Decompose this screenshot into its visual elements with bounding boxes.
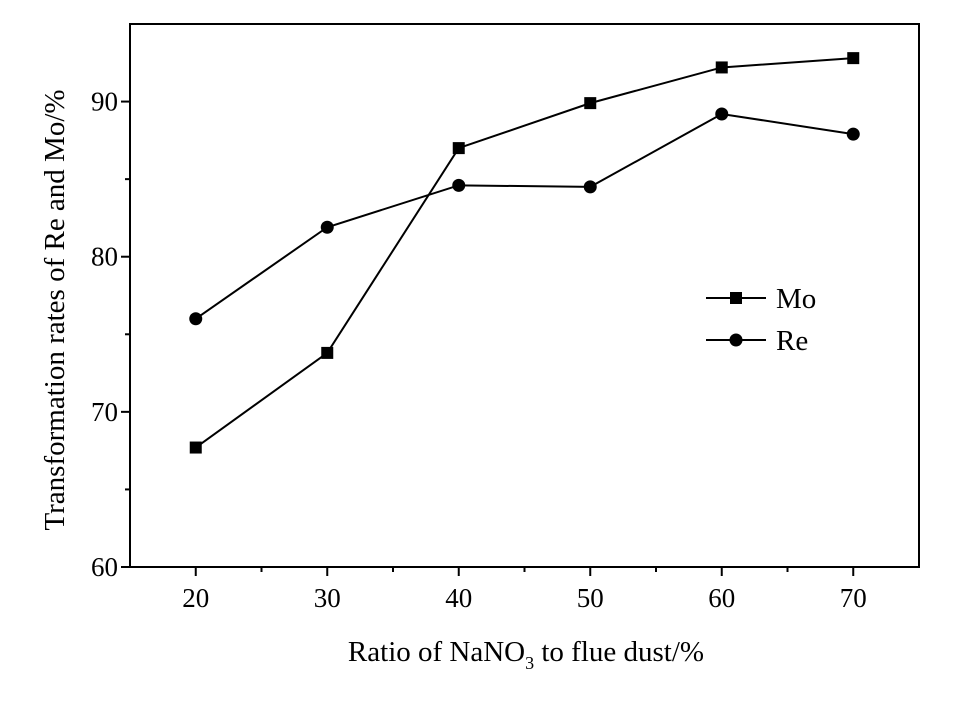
- x-axis-title: Ratio of NaNO3 to flue dust/%: [348, 636, 704, 673]
- data-point-re: [320, 220, 334, 234]
- data-point-re: [583, 180, 597, 194]
- series-layer: [189, 52, 860, 454]
- legend: Mo Re: [706, 283, 816, 357]
- axis-ticks: [121, 100, 855, 576]
- legend-label-mo: Mo: [776, 283, 816, 315]
- y-tick-label: 70: [91, 397, 118, 427]
- x-tick-label: 30: [314, 583, 341, 613]
- series-mo: [189, 52, 860, 454]
- data-point-re: [846, 127, 860, 141]
- data-point-mo: [584, 97, 597, 110]
- x-axis-title-main: Ratio of NaNO: [348, 636, 525, 668]
- data-point-mo: [321, 346, 334, 359]
- y-tick-label: 80: [91, 242, 118, 272]
- series-re: [189, 107, 860, 326]
- series-line-mo: [195, 57, 854, 449]
- series-line-re: [195, 112, 854, 320]
- data-point-re: [189, 312, 203, 326]
- legend-item-re: Re: [706, 325, 808, 357]
- x-tick-label: 50: [577, 583, 604, 613]
- legend-item-mo: Mo: [706, 283, 816, 315]
- x-tick-label: 20: [182, 583, 209, 613]
- y-tick-label: 90: [91, 87, 118, 117]
- x-axis-title-subscript: 3: [525, 653, 534, 673]
- data-point-mo: [452, 142, 465, 155]
- data-point-mo: [847, 52, 860, 65]
- legend-marker-re: [729, 333, 743, 347]
- y-tick-label: 60: [91, 552, 118, 582]
- x-tick-label: 60: [708, 583, 735, 613]
- x-tick-label: 70: [840, 583, 867, 613]
- legend-label-re: Re: [776, 325, 808, 357]
- legend-marker-mo: [730, 292, 742, 304]
- data-point-mo: [189, 441, 202, 454]
- data-point-mo: [715, 61, 728, 74]
- data-point-re: [452, 178, 466, 192]
- tick-labels: 20 30 40 50 60 70 60 70 80 90: [91, 87, 867, 613]
- x-axis-title-rest: to flue dust/%: [534, 636, 704, 668]
- x-tick-label: 40: [445, 583, 472, 613]
- data-point-re: [715, 107, 729, 121]
- y-axis-title: Transformation rates of Re and Mo/%: [39, 89, 71, 530]
